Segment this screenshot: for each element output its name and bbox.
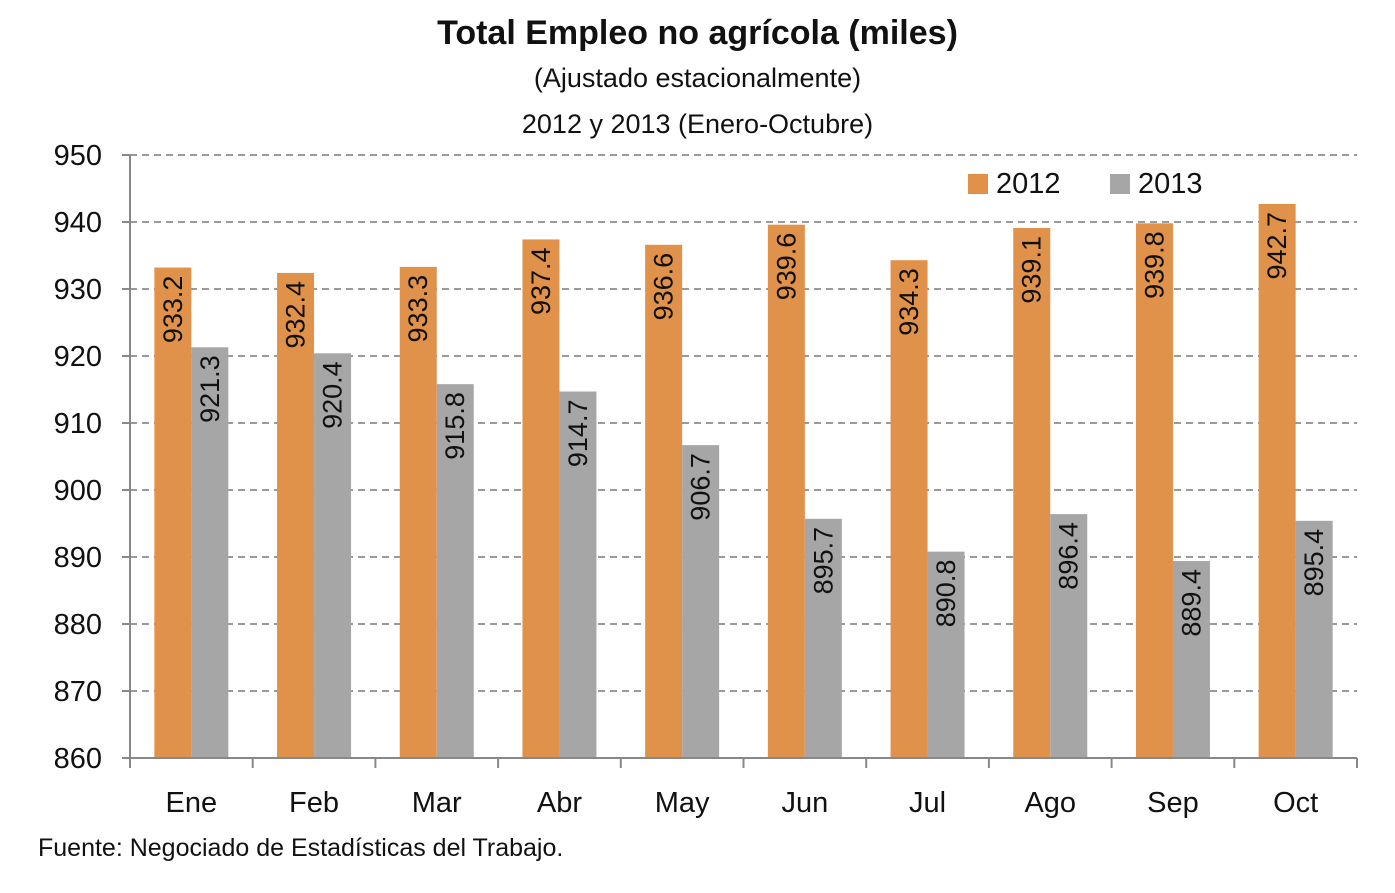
legend-swatch-2012 [968,174,988,194]
legend-item-2013: 2013 [1110,166,1203,202]
source-note: Fuente: Negociado de Estadísticas del Tr… [38,834,564,862]
x-tick-label-Jul: Jul [909,787,946,819]
y-tick-label-950: 950 [54,140,102,172]
bar-2012-Abr [522,239,560,759]
data-label-2013-May: 906.7 [686,453,716,521]
bar-2013-Ago [1050,514,1088,758]
data-label-2012-Mar: 933.3 [403,275,433,343]
data-label-2013-Feb: 920.4 [318,361,348,429]
data-label-2012-Ene: 933.2 [158,276,188,344]
y-tick-label-900: 900 [54,475,102,507]
data-label-2013-Oct: 895.4 [1299,529,1329,597]
data-label-2012-Abr: 937.4 [526,247,556,315]
bar-2012-Mar [399,266,437,758]
x-tick-label-Ene: Ene [166,787,218,819]
bar-2013-May [682,445,720,758]
bar-2013-Ene [191,347,229,758]
y-tick-label-860: 860 [54,743,102,775]
legend-swatch-2013 [1110,174,1130,194]
chart-subtitle: (Ajustado estacionalmente) [533,63,862,93]
bar-2013-Abr [559,391,597,758]
legend-label-2013: 2013 [1138,167,1203,200]
chart-title: Total Empleo no agrícola (miles) [437,14,958,52]
x-tick-label-May: May [655,787,710,819]
data-label-2013-Ago: 896.4 [1054,522,1084,590]
y-tick-label-940: 940 [54,207,102,239]
bar-2012-Oct [1258,203,1296,758]
legend-item-2012: 2012 [968,166,1061,202]
bar-2012-May [645,244,683,758]
x-tick-label-Mar: Mar [412,787,462,819]
bar-2013-Jul [927,551,965,758]
data-label-2012-Oct: 942.7 [1262,212,1292,280]
y-tick-label-890: 890 [54,542,102,574]
y-tick-label-920: 920 [54,341,102,373]
data-label-2012-Ago: 939.1 [1017,236,1047,304]
bar-2013-Sep [1172,561,1210,758]
bar-2012-Sep [1135,223,1173,759]
x-tick-label-Abr: Abr [537,787,582,819]
bar-2012-Jun [767,224,805,758]
bar-2013-Feb [314,353,352,758]
data-label-2012-May: 936.6 [649,253,679,321]
bar-2012-Feb [277,272,315,758]
data-label-2012-Sep: 939.8 [1139,231,1169,299]
bar-2013-Oct [1295,520,1333,758]
x-tick-label-Jun: Jun [781,787,828,819]
data-label-2013-Jul: 890.8 [931,560,961,628]
x-tick-label-Ago: Ago [1024,787,1076,819]
y-tick-label-910: 910 [54,408,102,440]
data-label-2013-Jun: 895.7 [808,527,838,595]
legend-label-2012: 2012 [996,167,1061,200]
bar-2012-Ago [1013,228,1051,758]
bar-2013-Jun [804,518,842,758]
y-tick-label-930: 930 [54,274,102,306]
data-label-2012-Feb: 932.4 [281,281,311,349]
data-label-2012-Jul: 934.3 [894,268,924,336]
x-tick-label-Feb: Feb [289,787,339,819]
x-tick-label-Sep: Sep [1147,787,1199,819]
bar-2012-Jul [890,260,928,758]
data-label-2012-Jun: 939.6 [771,233,801,301]
y-tick-label-880: 880 [54,609,102,641]
x-tick-label-Oct: Oct [1273,787,1318,819]
y-tick-label-870: 870 [54,676,102,708]
bar-2012-Ene [154,267,192,758]
chart-subtitle-period: 2012 y 2013 (Enero-Octubre) [521,109,874,139]
data-label-2013-Sep: 889.4 [1176,569,1206,637]
data-label-2013-Ene: 921.3 [195,355,225,423]
data-label-2013-Mar: 915.8 [440,392,470,460]
data-label-2013-Abr: 914.7 [563,400,593,468]
bar-2013-Mar [436,384,474,758]
